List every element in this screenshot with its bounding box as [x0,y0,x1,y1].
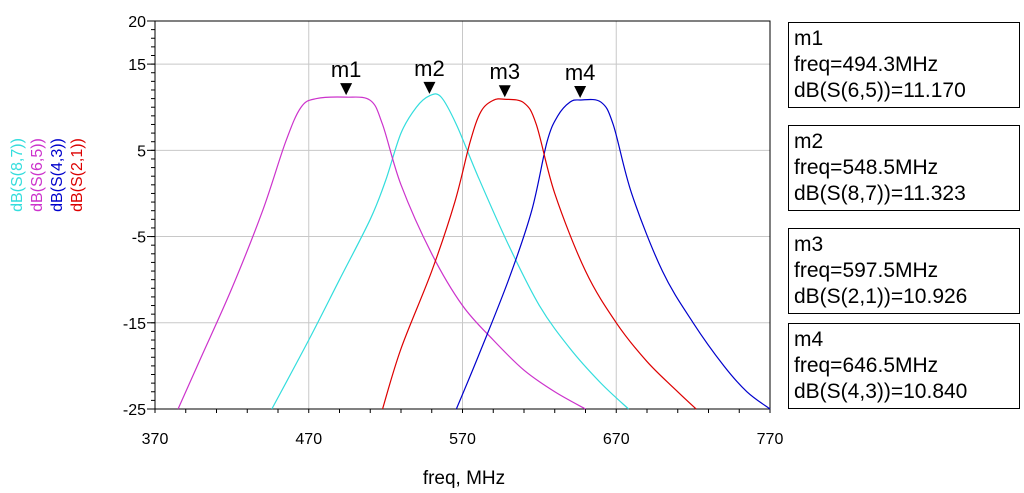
marker-m4-label: m4 [565,60,596,85]
marker-readout-name: m3 [794,233,824,256]
marker-readout-m1: m1 freq=494.3MHz dB(S(6,5))=11.170 [788,22,1020,108]
marker-readout-name: m2 [794,130,824,153]
series-line-dbs65 [177,96,586,410]
x-tick-label: 670 [603,431,630,448]
marker-readout-m3: m3 freq=597.5MHz dB(S(2,1))=10.926 [788,228,1020,314]
y-tick-label: 15 [128,57,146,74]
marker-m3-label: m3 [490,59,521,84]
legend-entry: dB(S(6,5)) [29,138,46,212]
y-tick-label: -25 [123,402,146,419]
marker-m4-triangle [574,85,587,98]
marker-readout-freq: freq=548.5MHz [794,156,939,179]
marker-readout-value: dB(S(2,1))=10.926 [794,285,968,308]
y-tick-label: -5 [132,230,146,247]
marker-readout-m4: m4 freq=646.5MHz dB(S(4,3))=10.840 [788,323,1020,409]
marker-m1-label: m1 [331,57,362,82]
x-tick-label: 470 [295,431,322,448]
series-lines [177,93,771,410]
marker-readout-freq: freq=494.3MHz [794,53,939,76]
x-tick-label: 770 [757,431,784,448]
legend-entry: dB(S(4,3)) [49,138,66,212]
series-line-dbs87 [271,93,629,410]
x-tick-label: 370 [142,431,169,448]
axis-ticks: 370 470 570 670 770 20 15 5 -5 -15 -25 [123,14,784,448]
marker-readout-freq: freq=597.5MHz [794,259,939,282]
marker-readout-value: dB(S(6,5))=11.170 [794,79,966,102]
marker-m2-triangle [423,81,436,94]
marker-readout-value: dB(S(8,7))=11.323 [794,182,966,205]
legend: dB(S(8,7)) dB(S(6,5)) dB(S(4,3)) dB(S(2,1)) [9,138,86,212]
grid [154,21,771,409]
x-tick-label: 570 [449,431,476,448]
marker-readout-value: dB(S(4,3))=10.840 [794,380,968,403]
marker-readout-m2: m2 freq=548.5MHz dB(S(8,7))=11.323 [788,125,1020,211]
series-line-dbs43 [455,98,771,410]
plot-frame [154,20,771,410]
legend-entry: dB(S(2,1)) [69,138,86,212]
marker-readout-name: m4 [794,328,824,351]
marker-symbols: m1 m2 m3 m4 [331,56,596,98]
y-tick-label: 20 [128,14,146,31]
legend-entry: dB(S(8,7)) [9,138,26,212]
series-line-dbs21 [381,98,697,410]
marker-m1-triangle [340,83,353,96]
marker-readout-name: m1 [794,27,824,50]
x-axis-label: freq, MHz [423,468,505,489]
y-tick-label: -15 [123,316,146,333]
y-tick-label: 5 [137,143,146,160]
marker-m2-label: m2 [414,56,445,81]
marker-m3-triangle [498,85,511,98]
marker-readout-freq: freq=646.5MHz [794,354,939,377]
